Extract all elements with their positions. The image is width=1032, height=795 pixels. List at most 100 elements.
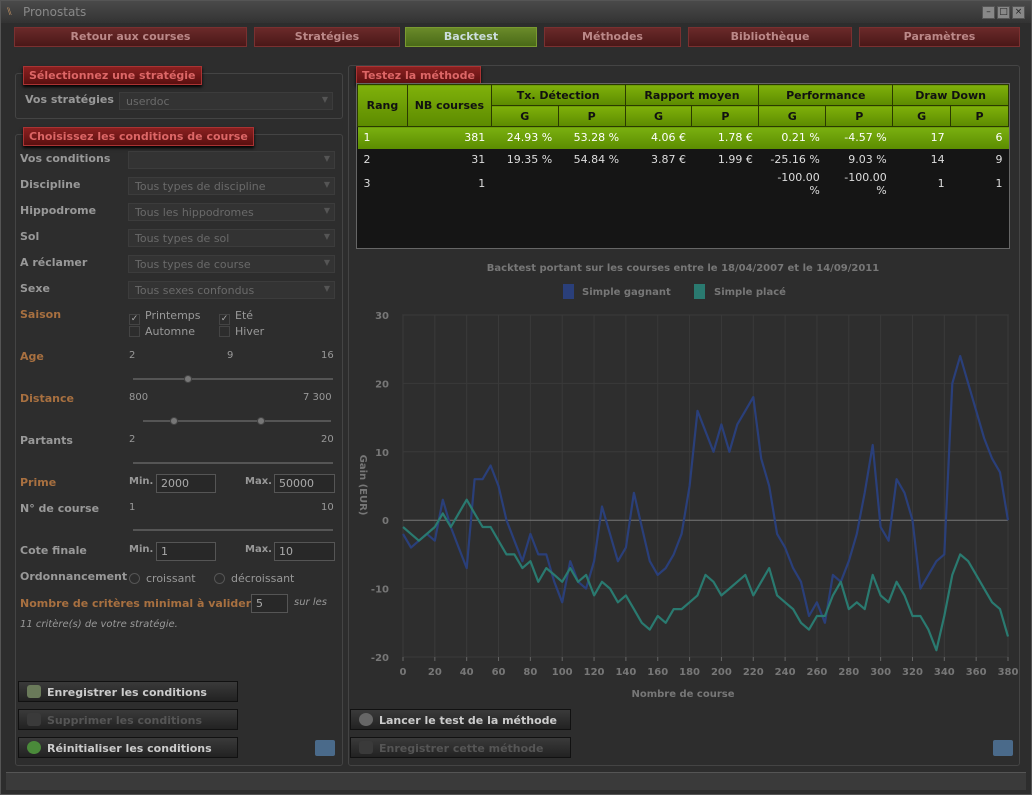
table-cell: 19.35 % <box>506 153 553 166</box>
col-dd: Draw Down <box>892 84 1009 106</box>
chevron-down-icon: ▼ <box>323 232 330 241</box>
legend-swatch-place <box>694 284 705 299</box>
partants-min: 2 <box>129 434 136 445</box>
strategy-label: Vos stratégies <box>25 93 114 106</box>
gears-icon <box>359 713 373 726</box>
distance-slider[interactable] <box>143 417 331 425</box>
reclamer-select[interactable]: Tous types de course ▼ <box>128 255 335 273</box>
col-dd-p: P <box>950 105 1009 127</box>
close-button[interactable]: × <box>1012 6 1025 19</box>
x-tick-label: 280 <box>838 667 859 678</box>
col-tx-g: G <box>490 105 559 127</box>
ete-label: Eté <box>235 309 254 322</box>
x-tick-label: 180 <box>679 667 700 678</box>
save-conditions-button[interactable]: Enregistrer les conditions <box>18 681 238 702</box>
nav-parametres-button[interactable]: Paramètres <box>859 27 1020 47</box>
strategy-value: userdoc <box>126 95 170 108</box>
prime-min-label: Min. <box>129 476 154 487</box>
x-tick-label: 60 <box>492 667 506 678</box>
decroissant-radio[interactable]: décroissant <box>214 572 294 585</box>
partants-slider[interactable] <box>133 462 333 464</box>
nav-retour-button[interactable]: Retour aux courses <box>14 27 247 47</box>
checkbox-box <box>129 326 140 337</box>
results-table: Rang NB courses Tx. Détection Rapport mo… <box>357 84 1009 242</box>
saison-label: Saison <box>20 308 62 321</box>
table-cell: 1 <box>995 177 1003 190</box>
automne-checkbox[interactable]: Automne <box>129 325 195 338</box>
distance-max: 7 300 <box>303 392 332 403</box>
chevron-down-icon: ▼ <box>323 258 330 267</box>
hippodrome-select[interactable]: Tous les hippodromes ▼ <box>128 203 335 221</box>
reclamer-label: A réclamer <box>20 256 88 269</box>
hiver-checkbox[interactable]: Hiver <box>219 325 264 338</box>
age-mid: 9 <box>227 350 234 361</box>
radio-circle <box>214 573 225 584</box>
sol-select[interactable]: Tous types de sol ▼ <box>128 229 335 247</box>
book-icon[interactable] <box>315 740 335 756</box>
legend-gagnant: Simple gagnant <box>582 287 671 298</box>
slider-handle[interactable] <box>170 417 178 425</box>
nav-methodes-button[interactable]: Méthodes <box>544 27 681 47</box>
delete-conditions-button[interactable]: Supprimer les conditions <box>18 709 238 730</box>
book-icon[interactable] <box>993 740 1013 756</box>
criteres-input[interactable]: 5 <box>251 594 288 613</box>
reclamer-value: Tous types de course <box>135 258 251 271</box>
save-method-button[interactable]: Enregistrer cette méthode <box>350 737 571 758</box>
table-cell: 3.87 € <box>650 153 686 166</box>
table-cell: 1 <box>937 177 945 190</box>
partants-max: 20 <box>321 434 334 445</box>
table-cell: 9 <box>995 153 1003 166</box>
numero-slider[interactable] <box>133 529 333 531</box>
status-bar <box>6 772 1026 790</box>
chart-lines <box>402 354 1010 652</box>
x-tick-label: 300 <box>870 667 891 678</box>
strategy-select[interactable]: userdoc ▼ <box>119 92 333 110</box>
sexe-value: Tous sexes confondus <box>135 284 255 297</box>
discipline-select[interactable]: Tous types de discipline ▼ <box>128 177 335 195</box>
table-cell: 381 <box>407 126 492 149</box>
minimize-button[interactable]: – <box>982 6 995 19</box>
maximize-button[interactable]: □ <box>997 6 1010 19</box>
prime-min-input[interactable]: 2000 <box>156 474 216 493</box>
save-method-label: Enregistrer cette méthode <box>379 742 544 755</box>
check-icon: ✓ <box>129 314 140 325</box>
table-cell: 1.78 € <box>691 126 759 149</box>
launch-test-label: Lancer le test de la méthode <box>379 714 558 727</box>
age-slider[interactable] <box>133 375 333 383</box>
col-rapport: Rapport moyen <box>624 84 760 106</box>
printemps-checkbox[interactable]: ✓ Printemps <box>129 309 201 325</box>
nav-strategies-button[interactable]: Stratégies <box>254 27 400 47</box>
col-dd-g: G <box>892 105 952 127</box>
table-row[interactable]: 3 1 -100.00 % -100.00 % 1 1 <box>358 171 1009 197</box>
check-icon: ✓ <box>219 314 230 325</box>
cote-min-label: Min. <box>129 544 154 555</box>
launch-test-button[interactable]: Lancer le test de la méthode <box>350 709 571 730</box>
cote-max-input[interactable]: 10 <box>274 542 335 561</box>
chevron-down-icon: ▼ <box>321 95 328 104</box>
nav-bibliotheque-button[interactable]: Bibliothèque <box>688 27 852 47</box>
reset-conditions-button[interactable]: Réinitialiser les conditions <box>18 737 238 758</box>
table-cell: 1 <box>357 126 408 149</box>
sol-label: Sol <box>20 230 40 243</box>
x-tick-label: 320 <box>902 667 923 678</box>
hippodrome-label: Hippodrome <box>20 204 97 217</box>
table-cell <box>625 171 692 197</box>
prime-max-input[interactable]: 50000 <box>274 474 335 493</box>
cote-min-input[interactable]: 1 <box>156 542 216 561</box>
nav-backtest-button[interactable]: Backtest <box>405 27 537 47</box>
slider-handle[interactable] <box>184 375 192 383</box>
croissant-radio[interactable]: croissant <box>129 572 196 585</box>
table-cell: 4.06 € <box>625 126 692 149</box>
ete-checkbox[interactable]: ✓ Eté <box>219 309 253 325</box>
numero-min: 1 <box>129 502 136 513</box>
table-row[interactable]: 1 381 24.93 % 53.28 % 4.06 €1.78 €0.21 % -4.5… <box>357 126 1009 149</box>
discipline-label: Discipline <box>20 178 81 191</box>
table-row[interactable]: 2 31 19.35 % 54.84 % 3.87 € 1.99 € -25.16 % 9.0… <box>358 149 1009 171</box>
cote-max-label: Max. <box>245 544 272 555</box>
y-tick-label: -10 <box>371 585 389 596</box>
conditions-select[interactable]: ▼ <box>128 151 335 169</box>
x-tick-label: 200 <box>711 667 732 678</box>
col-rang: Rang <box>357 84 408 127</box>
sexe-select[interactable]: Tous sexes confondus ▼ <box>128 281 335 299</box>
slider-handle[interactable] <box>257 417 265 425</box>
